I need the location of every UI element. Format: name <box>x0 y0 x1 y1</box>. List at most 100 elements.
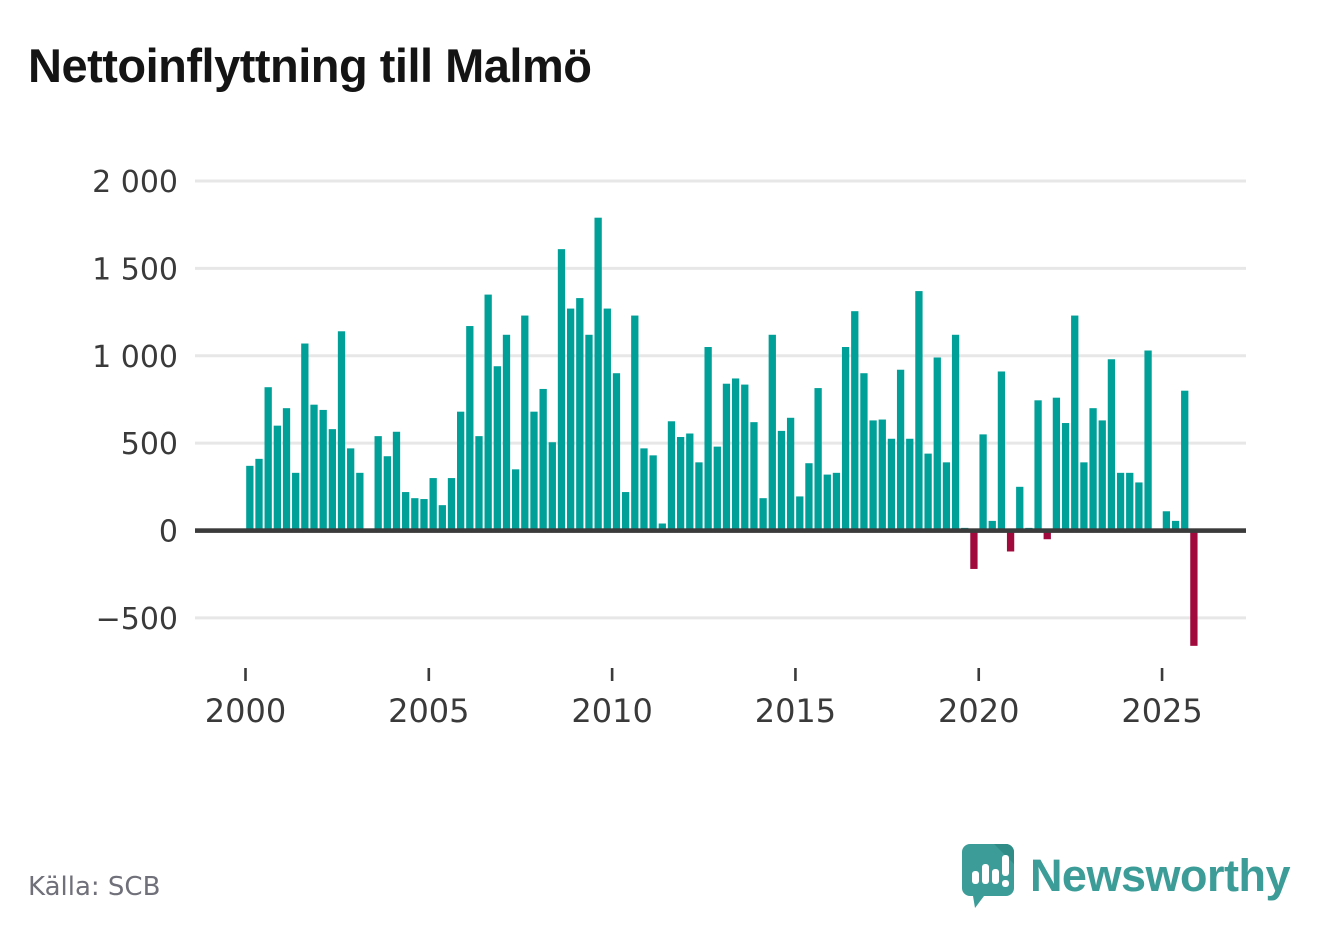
bar <box>328 429 336 531</box>
brand-footer: Newsworthy <box>960 842 1291 910</box>
bar <box>319 409 327 531</box>
bar <box>484 294 492 531</box>
bar <box>906 438 914 531</box>
gridline <box>195 616 1246 620</box>
bar <box>649 455 657 531</box>
bar <box>667 421 676 531</box>
bar <box>347 448 355 531</box>
bar <box>475 436 483 531</box>
bar <box>337 331 346 531</box>
gridline <box>195 354 1246 358</box>
bar <box>823 474 831 531</box>
bar <box>951 334 960 531</box>
bar <box>301 343 309 531</box>
bar <box>576 298 584 531</box>
bar <box>759 498 767 531</box>
bar <box>1071 315 1079 531</box>
gridline <box>195 266 1246 270</box>
bar <box>255 458 263 531</box>
bar <box>1016 486 1024 531</box>
bar <box>603 308 611 531</box>
bar <box>1116 472 1125 531</box>
x-axis-tick-label: 2010 <box>571 692 652 730</box>
bar <box>695 462 703 531</box>
bar <box>777 430 786 531</box>
bar <box>438 505 446 531</box>
bar <box>1080 462 1088 531</box>
bar <box>374 436 382 531</box>
bar <box>860 373 868 531</box>
bar <box>869 420 877 531</box>
bar <box>466 326 474 531</box>
bar <box>676 437 685 531</box>
bar <box>1190 530 1198 646</box>
x-axis-tick <box>1160 668 1164 681</box>
zero-axis-line <box>195 528 1246 533</box>
x-axis-tick-label: 2020 <box>938 692 1019 730</box>
y-axis-tick-label: 2 000 <box>92 165 178 200</box>
speech-bubble-bar-chart-icon <box>961 844 1014 908</box>
bar <box>1034 400 1042 531</box>
bar <box>1107 359 1116 531</box>
bar <box>658 523 666 531</box>
source-note: Källa: SCB <box>28 872 161 902</box>
bar <box>768 334 776 531</box>
bar <box>741 384 749 531</box>
bar <box>713 446 721 531</box>
bar <box>1098 420 1106 531</box>
bar <box>282 408 291 531</box>
bar <box>832 472 841 531</box>
bar <box>557 249 566 531</box>
bar <box>310 404 318 531</box>
bar <box>786 417 795 531</box>
bar <box>1171 520 1180 531</box>
bar <box>805 463 813 531</box>
bar <box>457 411 465 531</box>
bar <box>511 469 520 531</box>
bar <box>356 472 364 531</box>
x-axis-tick <box>977 668 981 681</box>
bar <box>539 388 547 531</box>
bar <box>521 315 529 531</box>
bar <box>1144 350 1152 531</box>
bar <box>585 334 593 531</box>
bar <box>1135 482 1143 531</box>
bar <box>264 387 272 531</box>
bar <box>631 315 639 531</box>
bar <box>447 478 456 531</box>
bar <box>1061 423 1070 531</box>
bar <box>1043 530 1051 540</box>
bar <box>851 311 859 531</box>
gridline <box>195 441 1246 445</box>
x-axis-tick <box>794 668 797 681</box>
bar <box>1126 472 1134 531</box>
bar <box>621 492 630 531</box>
bar <box>493 366 501 531</box>
bar <box>970 530 978 569</box>
bar <box>887 438 896 531</box>
bar <box>1162 511 1171 531</box>
chart-title: Nettoinflyttning till Malmö <box>28 39 592 92</box>
bar <box>704 347 712 531</box>
bar <box>750 422 758 531</box>
bar <box>997 371 1006 531</box>
bar <box>933 357 941 531</box>
x-axis-tick <box>610 668 614 681</box>
bar <box>915 291 923 531</box>
bar <box>392 431 401 531</box>
bar <box>548 442 556 531</box>
bar <box>1089 408 1097 531</box>
bar <box>530 411 538 531</box>
bar <box>1052 397 1061 531</box>
bar <box>566 308 575 531</box>
bar <box>731 378 740 531</box>
x-axis-tick <box>427 668 431 681</box>
bar <box>246 465 254 531</box>
bar <box>502 334 511 531</box>
bar <box>686 433 694 531</box>
bar <box>796 496 804 531</box>
bar <box>383 456 391 531</box>
bar <box>722 383 731 531</box>
